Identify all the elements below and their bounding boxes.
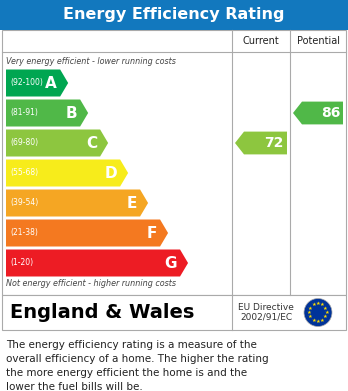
Text: B: B: [65, 106, 77, 120]
Text: E: E: [127, 196, 137, 210]
Text: ★: ★: [316, 319, 321, 324]
Text: ★: ★: [308, 306, 313, 311]
Text: ★: ★: [311, 317, 316, 323]
Bar: [2, 30, 346, 295]
Text: lower the fuel bills will be.: lower the fuel bills will be.: [6, 382, 143, 391]
Text: EU Directive: EU Directive: [238, 303, 294, 312]
Text: ★: ★: [320, 303, 325, 307]
Text: ★: ★: [311, 303, 316, 307]
Text: ★: ★: [308, 314, 313, 319]
Text: F: F: [147, 226, 157, 240]
Circle shape: [304, 298, 332, 326]
Polygon shape: [6, 249, 188, 276]
Text: (81-91): (81-91): [10, 108, 38, 118]
Polygon shape: [293, 102, 343, 124]
Text: ★: ★: [320, 317, 325, 323]
Text: Energy Efficiency Rating: Energy Efficiency Rating: [63, 7, 285, 23]
Text: 72: 72: [264, 136, 284, 150]
Text: Current: Current: [243, 36, 279, 46]
Text: ★: ★: [323, 306, 328, 311]
Text: 2002/91/EC: 2002/91/EC: [240, 313, 292, 322]
Text: England & Wales: England & Wales: [10, 303, 195, 322]
Bar: [2, 295, 346, 330]
Text: C: C: [86, 136, 97, 151]
Polygon shape: [6, 160, 128, 187]
Text: (55-68): (55-68): [10, 169, 38, 178]
Text: overall efficiency of a home. The higher the rating: overall efficiency of a home. The higher…: [6, 354, 269, 364]
Text: ★: ★: [316, 301, 321, 306]
Polygon shape: [6, 70, 68, 97]
Text: The energy efficiency rating is a measure of the: The energy efficiency rating is a measur…: [6, 340, 257, 350]
Text: (39-54): (39-54): [10, 199, 38, 208]
Text: ★: ★: [323, 314, 328, 319]
Text: A: A: [45, 75, 57, 90]
Text: (92-100): (92-100): [10, 79, 43, 88]
Text: Very energy efficient - lower running costs: Very energy efficient - lower running co…: [6, 57, 176, 66]
Text: the more energy efficient the home is and the: the more energy efficient the home is an…: [6, 368, 247, 378]
Polygon shape: [6, 129, 108, 156]
Text: D: D: [104, 165, 117, 181]
Polygon shape: [6, 99, 88, 127]
Text: Not energy efficient - higher running costs: Not energy efficient - higher running co…: [6, 278, 176, 287]
Text: ★: ★: [307, 310, 312, 315]
Polygon shape: [6, 190, 148, 217]
Polygon shape: [6, 219, 168, 246]
Text: (1-20): (1-20): [10, 258, 33, 267]
Polygon shape: [235, 132, 287, 154]
Text: 86: 86: [321, 106, 340, 120]
Text: G: G: [165, 255, 177, 271]
Text: (69-80): (69-80): [10, 138, 38, 147]
Bar: [0, 0, 348, 30]
Text: ★: ★: [324, 310, 329, 315]
Text: Potential: Potential: [296, 36, 340, 46]
Text: (21-38): (21-38): [10, 228, 38, 237]
